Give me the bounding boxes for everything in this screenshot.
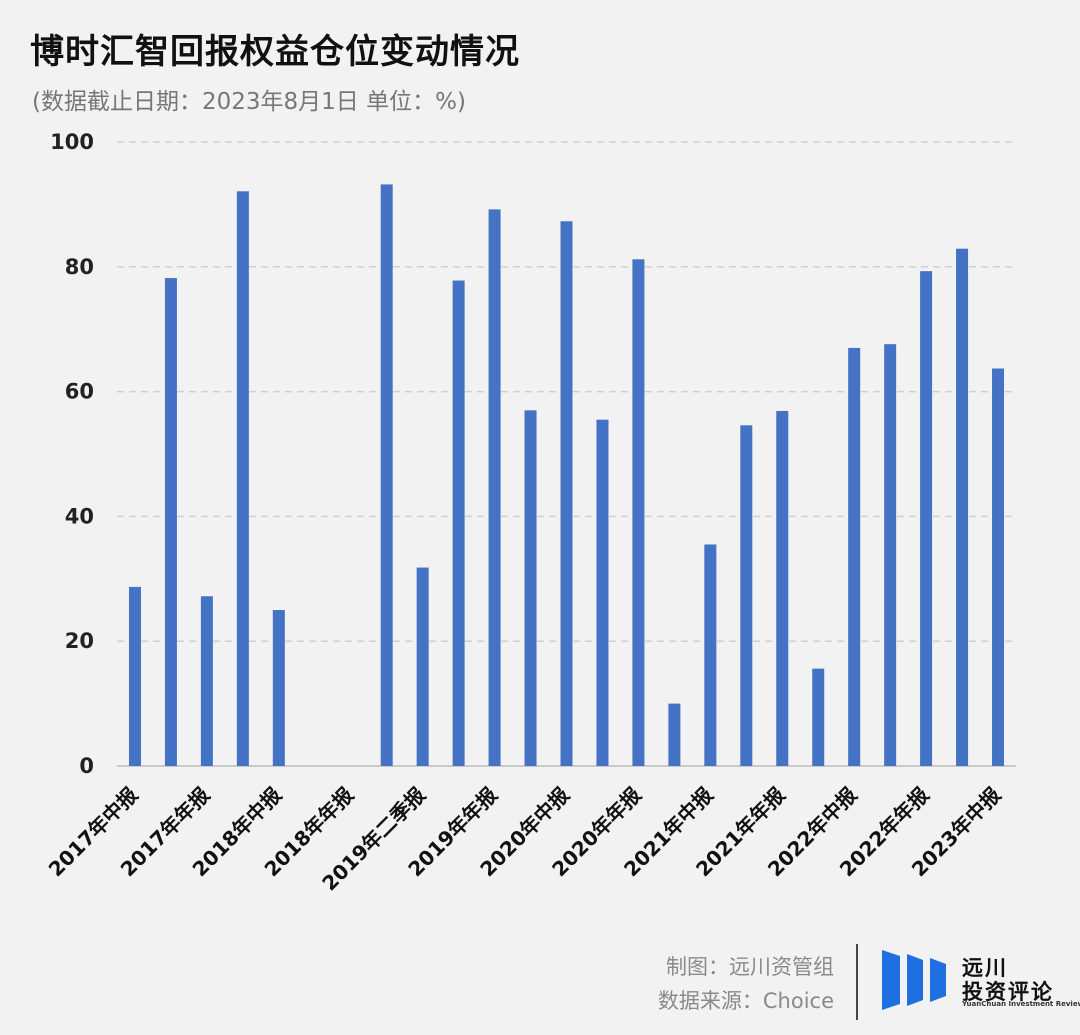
logo-english: YuanChuan Investment Review <box>962 1000 1080 1008</box>
chart-subtitle: (数据截止日期：2023年8月1日 单位：%) <box>32 89 466 115</box>
y-tick-label: 0 <box>79 754 94 778</box>
bar <box>884 344 897 766</box>
bar <box>956 248 969 767</box>
logo-text-line2: 投资评论 <box>962 980 1054 1004</box>
bar <box>668 703 681 766</box>
bar <box>416 567 429 766</box>
bar <box>596 419 609 766</box>
y-tick-label: 100 <box>50 130 94 154</box>
footer-divider <box>856 944 858 1020</box>
bar-chart: 0 20 40 60 80 100 2017年中报2017年年报2018年中报2018年年… <box>44 130 1016 896</box>
bar <box>236 191 249 766</box>
logo-text-line1: 远川 <box>962 956 1008 980</box>
footer-maker: 制图：远川资管组 <box>666 955 834 979</box>
bar <box>632 259 645 766</box>
bar <box>920 271 933 766</box>
bar <box>992 368 1005 766</box>
bar <box>272 610 285 766</box>
bar <box>560 221 573 767</box>
bar <box>128 586 141 766</box>
bar <box>200 596 213 766</box>
bar <box>776 410 789 766</box>
bar-series <box>128 184 1005 767</box>
chart-title: 博时汇智回报权益仓位变动情况 <box>30 32 520 72</box>
bar <box>452 280 465 766</box>
bar <box>812 668 825 766</box>
y-axis-ticks: 0 20 40 60 80 100 <box>50 130 94 778</box>
footer-source: 数据来源：Choice <box>657 989 834 1013</box>
y-tick-label: 20 <box>65 629 94 653</box>
yuanchuan-logo-icon <box>882 950 946 1010</box>
bar <box>164 278 177 766</box>
bar <box>488 209 501 767</box>
y-tick-label: 40 <box>65 504 94 528</box>
y-tick-label: 80 <box>65 255 94 279</box>
y-tick-label: 60 <box>65 380 94 404</box>
bar <box>704 544 717 766</box>
bar <box>848 347 861 766</box>
bar <box>740 425 753 766</box>
bar <box>524 410 537 766</box>
bar <box>380 184 393 766</box>
x-axis-ticks: 2017年中报2017年年报2018年中报2018年年报2019年二季报2019… <box>44 783 1006 896</box>
